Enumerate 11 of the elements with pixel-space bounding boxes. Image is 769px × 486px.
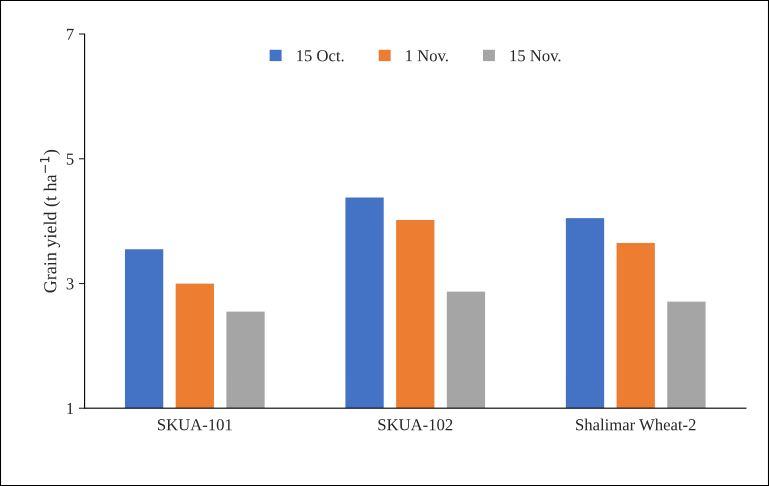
y-tick-label: 1 xyxy=(67,403,74,414)
legend-label: 15 Oct. xyxy=(297,50,344,62)
y-tick-label: 5 xyxy=(66,154,74,165)
x-tick-label: SKUA-101 xyxy=(158,419,232,430)
y-tick-label: 7 xyxy=(66,28,74,40)
y-tick-label: 3 xyxy=(66,278,74,290)
x-tick-label: SKUA-102 xyxy=(378,419,452,430)
y-axis-title: Grain yield (t ha$^{−1}$) xyxy=(40,150,60,293)
x-tick-label: Shalimar Wheat-2 xyxy=(576,418,696,430)
legend-label: 1 Nov. xyxy=(406,50,448,62)
legend-label: 15 Nov. xyxy=(510,50,560,62)
